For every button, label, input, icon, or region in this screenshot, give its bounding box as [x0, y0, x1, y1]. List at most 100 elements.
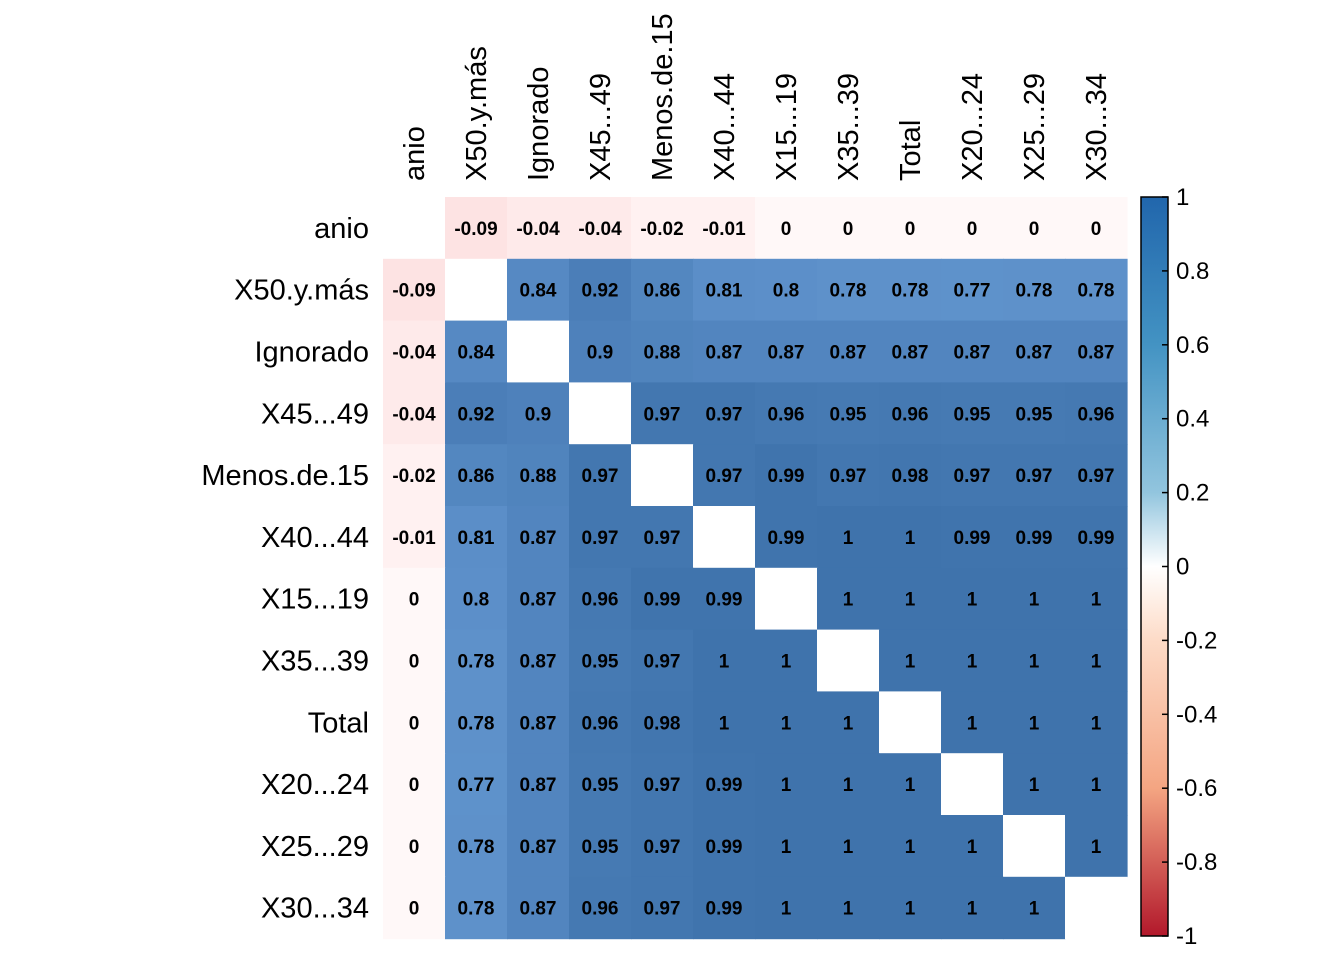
cell-value-label: 0.97 [954, 466, 991, 487]
cell-value-label: 0.84 [458, 343, 495, 364]
heatmap-cell [445, 197, 508, 260]
cell-value-label: 1 [1091, 590, 1102, 611]
heatmap-cell [1003, 876, 1066, 940]
cell-value-label: -0.02 [392, 466, 435, 487]
heatmap-cell [1065, 382, 1128, 445]
cell-value-label: 0.99 [706, 899, 743, 920]
heatmap-cell [569, 258, 632, 322]
cell-value-label: 0.78 [892, 281, 929, 302]
heatmap-cell [1003, 753, 1066, 816]
column-label: X15...19 [771, 73, 803, 181]
cell-value-label: 0 [1029, 219, 1040, 240]
cell-value-label: 0.95 [582, 775, 619, 796]
cell-value-label: 0.8 [773, 281, 799, 302]
heatmap-cell [631, 876, 694, 940]
heatmap-cell [569, 691, 632, 754]
heatmap-cell [631, 444, 694, 507]
heatmap-cell [383, 691, 446, 754]
heatmap-cell [445, 567, 508, 631]
cell-value-label: 0.95 [582, 652, 619, 673]
cell-value-label: 0.96 [892, 404, 929, 425]
heatmap-cell [879, 567, 942, 631]
cell-value-label: 0.78 [1016, 281, 1053, 302]
heatmap-cell [879, 506, 942, 569]
colorbar-tick-label: 0.2 [1176, 480, 1209, 507]
heatmap-cell [569, 197, 632, 260]
heatmap-cell [755, 258, 818, 322]
heatmap-cell [755, 629, 818, 692]
cell-value-label: 1 [719, 713, 730, 734]
row-label: X25...29 [261, 831, 369, 863]
cell-value-label: 0.77 [954, 281, 991, 302]
heatmap-cell [569, 815, 632, 878]
cell-value-label: 0.87 [954, 343, 991, 364]
heatmap-cell [1065, 506, 1128, 569]
cell-value-label: 0.88 [644, 343, 681, 364]
cell-value-label: 0.98 [644, 713, 681, 734]
cell-value-label: 1 [1091, 652, 1102, 673]
cell-value-label: 0.97 [582, 466, 619, 487]
cell-value-label: 1 [1029, 899, 1040, 920]
heatmap-cell [1065, 815, 1128, 878]
cell-value-label: 0.87 [830, 343, 867, 364]
row-label: Menos.de.15 [201, 460, 369, 492]
heatmap-cell [1003, 815, 1066, 878]
cell-value-label: 0.99 [768, 466, 805, 487]
cell-value-label: 1 [905, 837, 916, 858]
column-label: X45...49 [585, 73, 617, 181]
cell-value-label: 0 [409, 775, 420, 796]
cell-value-label: 1 [843, 713, 854, 734]
cell-value-label: 0.97 [644, 899, 681, 920]
heatmap-cell [879, 753, 942, 816]
heatmap-cell [631, 753, 694, 816]
row-label: X15...19 [261, 584, 369, 616]
row-label: X20...24 [261, 769, 369, 801]
cell-value-label: 0.96 [582, 899, 619, 920]
heatmap-cell [941, 691, 1004, 754]
heatmap-cell [383, 258, 446, 322]
cell-value-label: -0.04 [578, 219, 622, 240]
heatmap-cell [507, 444, 570, 507]
heatmap-cell [693, 320, 756, 383]
heatmap-cell [569, 382, 632, 445]
cell-value-label: 0.97 [644, 528, 681, 549]
heatmap-cell [817, 506, 880, 569]
column-label: Ignorado [523, 67, 555, 182]
heatmap-cell [817, 876, 880, 940]
cell-value-label: 1 [781, 775, 792, 796]
cell-value-label: 1 [843, 528, 854, 549]
cell-value-label: 1 [781, 713, 792, 734]
column-label: X40...44 [709, 73, 741, 181]
cell-value-label: 0 [905, 219, 916, 240]
cell-value-label: 1 [1091, 837, 1102, 858]
cell-value-label: 0 [409, 590, 420, 611]
colorbar-tick-label: -1 [1176, 923, 1197, 950]
cell-value-label: 1 [967, 652, 978, 673]
heatmap-cell [817, 197, 880, 260]
cell-value-label: 1 [1029, 590, 1040, 611]
heatmap-cell [569, 444, 632, 507]
heatmap-cell [941, 444, 1004, 507]
heatmap-cell [693, 815, 756, 878]
row-label: X50.y.más [234, 275, 369, 307]
cell-value-label: 0.99 [644, 590, 681, 611]
heatmap-cell [879, 876, 942, 940]
cell-value-label: 0 [409, 837, 420, 858]
cell-value-label: 0.84 [520, 281, 557, 302]
heatmap-cell [941, 629, 1004, 692]
cell-value-label: 1 [781, 652, 792, 673]
column-label: Menos.de.15 [647, 13, 679, 181]
cell-value-label: 0 [409, 713, 420, 734]
heatmap-cells [383, 197, 1128, 940]
cell-value-label: 0.99 [1016, 528, 1053, 549]
cell-value-label: 0.95 [830, 404, 867, 425]
column-label: X35...39 [833, 73, 865, 181]
heatmap-cell [445, 258, 508, 322]
heatmap-cell [879, 320, 942, 383]
heatmap-cell [1003, 197, 1066, 260]
column-labels: anio X50.y.más Ignorado X45...49 Menos.de.15… [399, 13, 1113, 181]
cell-value-label: 0 [409, 652, 420, 673]
cell-value-label: 0.78 [458, 837, 495, 858]
cell-value-label: 1 [719, 652, 730, 673]
heatmap-cell [755, 197, 818, 260]
